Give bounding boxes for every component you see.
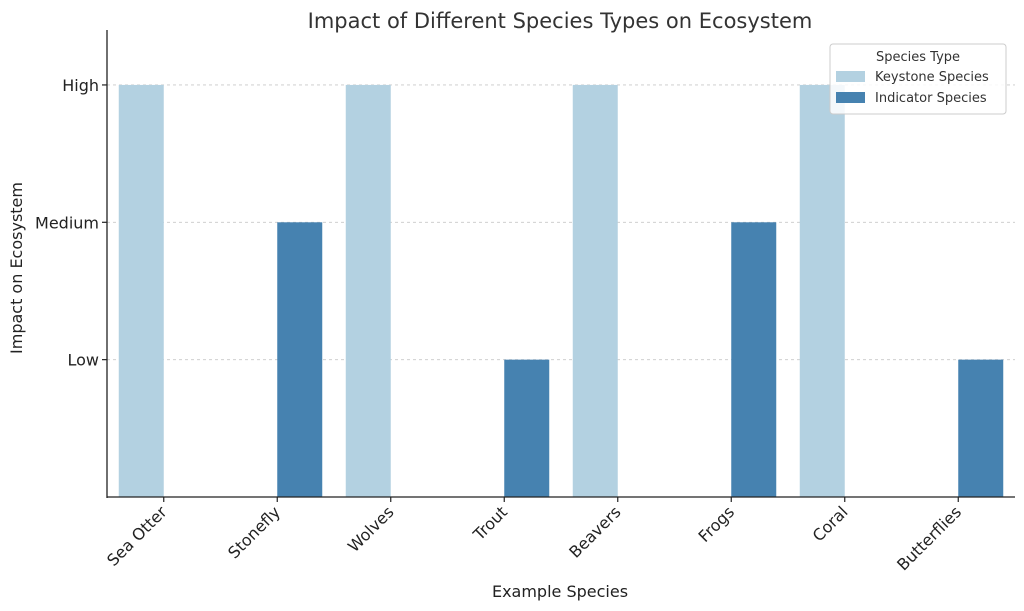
- x-tick-label: Sea Otter: [103, 502, 171, 570]
- x-tick-label: Wolves: [344, 502, 398, 556]
- legend-swatch: [836, 71, 865, 82]
- legend-entries: Keystone Species Indicator Species: [836, 70, 989, 106]
- bar-trout: [504, 359, 550, 497]
- bar-frogs: [731, 222, 777, 497]
- x-tick-label: Frogs: [695, 502, 739, 546]
- legend-label: Keystone Species: [875, 70, 989, 85]
- chart-title: Impact of Different Species Types on Eco…: [308, 9, 813, 33]
- gridlines: [107, 84, 1015, 361]
- legend-label: Indicator Species: [875, 91, 987, 106]
- bar-coral: [799, 84, 845, 498]
- bar-butterflies: [958, 359, 1004, 497]
- bar-stonefly: [277, 222, 323, 497]
- x-tick-label: Butterflies: [893, 502, 965, 574]
- legend-title: Species Type: [876, 50, 960, 65]
- legend-swatch: [836, 92, 865, 103]
- x-axis-label: Example Species: [492, 582, 628, 601]
- x-tick-label: Trout: [469, 502, 511, 544]
- axes: [106, 30, 1015, 498]
- bar-sea-otter: [118, 84, 164, 498]
- x-tick-label: Coral: [809, 502, 852, 545]
- bar-beavers: [572, 84, 618, 498]
- bar-wolves: [345, 84, 391, 498]
- y-tick-label: Low: [67, 351, 99, 370]
- x-ticks: Sea Otter Stonefly Wolves Trout Beavers Frogs…: [103, 497, 965, 574]
- y-tick-label: Medium: [35, 213, 99, 232]
- bars: [118, 84, 1004, 498]
- x-tick-label: Beavers: [565, 502, 624, 561]
- y-axis-label: Impact on Ecosystem: [7, 182, 26, 354]
- y-ticks: Low Medium High: [35, 76, 107, 370]
- x-tick-label: Stonefly: [224, 502, 284, 562]
- legend: Species Type Keystone Species Indicator S…: [829, 43, 1007, 115]
- legend-box: [829, 43, 1007, 115]
- y-tick-label: High: [62, 76, 99, 95]
